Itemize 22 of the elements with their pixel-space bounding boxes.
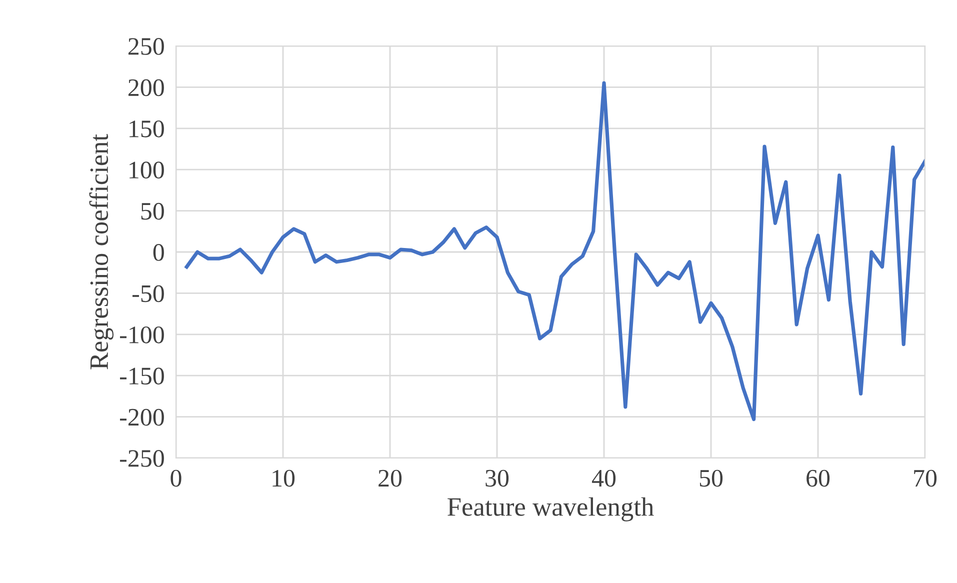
y-tick-label: 150: [130, 120, 164, 138]
y-tick-label: -100: [120, 326, 164, 344]
x-tick-label: 10: [272, 470, 295, 487]
x-tick-label: 30: [486, 470, 509, 487]
x-axis-title: Feature wavelength: [448, 497, 654, 522]
y-tick-label: 200: [128, 79, 164, 96]
x-tick-label: 40: [592, 470, 616, 487]
x-tick-label: 20: [378, 470, 402, 487]
y-tick-label: 250: [128, 38, 164, 55]
y-axis-title: Regressino coefficient: [89, 134, 114, 370]
x-tick-label: 0: [170, 470, 182, 487]
y-tick-label: -200: [120, 408, 164, 426]
y-tick-label: -250: [120, 450, 164, 467]
y-tick-label: 50: [141, 202, 164, 220]
y-tick-label: 100: [130, 162, 164, 179]
y-tick-label: 0: [153, 244, 164, 261]
line-series: [184, 81, 925, 422]
y-tick-label: -50: [132, 285, 164, 302]
x-tick-label: 60: [806, 470, 830, 487]
y-tick-label: -150: [120, 368, 164, 385]
x-tick-label: 70: [914, 470, 937, 487]
x-tick-label: 50: [700, 470, 723, 487]
